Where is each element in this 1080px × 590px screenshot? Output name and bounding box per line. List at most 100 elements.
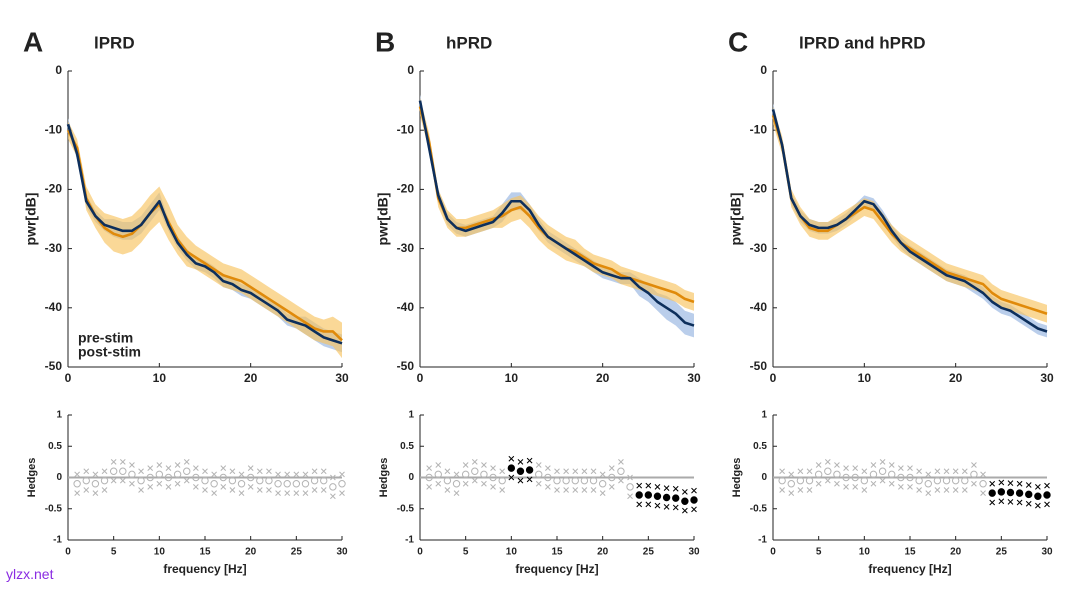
hedges-point: [292, 480, 301, 488]
hedges-point: [425, 473, 433, 482]
ci-marker: [682, 507, 688, 514]
x-tick-label: 5: [463, 547, 469, 558]
ci-marker: [453, 471, 460, 478]
ci-marker: [599, 471, 606, 478]
x-tick-label: 10: [153, 371, 167, 385]
ci-marker: [220, 465, 227, 471]
ci-marker: [682, 489, 688, 495]
series-line: [418, 106, 695, 304]
hedges-point: [608, 473, 616, 482]
ci-marker: [545, 465, 551, 471]
ci-marker: [101, 487, 108, 493]
ci-marker: [517, 477, 524, 484]
ci-marker: [92, 490, 99, 496]
hedges-point: [997, 488, 1006, 496]
ci-marker: [435, 462, 442, 468]
ci-marker: [691, 506, 697, 513]
y-tick-label: 1: [56, 410, 62, 421]
ci-marker: [1035, 502, 1041, 509]
ci-marker: [202, 468, 208, 475]
ci-marker: [870, 462, 877, 468]
x-axis-label: frequency [Hz]: [163, 562, 246, 576]
hedges-point: [644, 491, 653, 499]
ci-marker: [110, 459, 117, 465]
ci-marker: [138, 487, 144, 493]
ci-marker: [238, 490, 245, 496]
ci-marker: [183, 477, 190, 484]
ci-marker: [481, 480, 487, 487]
error-band: [773, 106, 1047, 323]
ci-marker: [636, 501, 643, 508]
ci-marker: [311, 468, 318, 475]
ci-marker: [193, 484, 199, 490]
ci-marker: [526, 476, 533, 483]
y-tick-label: -30: [397, 241, 415, 255]
x-tick-label: 20: [245, 547, 257, 558]
y-axis-label: pwr[dB]: [728, 193, 744, 246]
hedges-point: [329, 483, 337, 491]
ci-marker: [554, 487, 560, 493]
ci-marker: [581, 487, 588, 493]
x-tick-label: 5: [816, 547, 822, 558]
hedges-point: [443, 476, 452, 485]
hedges-point: [1025, 490, 1033, 499]
hedges-point: [82, 476, 90, 485]
hedges-point: [787, 480, 795, 488]
hedges-point: [626, 483, 634, 491]
ci-marker: [320, 468, 327, 475]
ci-marker: [943, 468, 950, 475]
ci-marker: [824, 459, 831, 465]
hedges-point: [553, 476, 561, 485]
ci-marker: [779, 487, 785, 493]
hedges-point: [580, 476, 589, 485]
x-tick-label: 30: [688, 547, 700, 558]
panel-title: lPRD: [94, 33, 135, 52]
ci-marker: [618, 477, 624, 484]
ci-marker: [654, 502, 661, 509]
y-axis-label: pwr[dB]: [23, 193, 39, 246]
error-band: [773, 103, 1047, 338]
ci-marker: [481, 462, 487, 468]
ci-marker: [815, 462, 822, 468]
ci-marker: [824, 477, 831, 484]
hedges-point: [301, 480, 310, 488]
ci-marker: [554, 468, 560, 475]
ci-marker: [788, 490, 795, 496]
hedges-point: [970, 470, 978, 479]
hedges-point: [690, 496, 698, 504]
hedges-point: [219, 473, 227, 482]
x-tick-label: 30: [335, 371, 349, 385]
hedges-point: [796, 476, 805, 485]
hedges-point: [146, 473, 154, 482]
hedges-point: [192, 473, 200, 482]
ci-marker: [1035, 484, 1041, 490]
ci-marker: [1016, 499, 1023, 506]
hedges-point: [338, 480, 346, 488]
ci-marker: [916, 468, 922, 475]
ci-marker: [284, 471, 291, 478]
hedges-point: [535, 470, 543, 479]
x-tick-label: 20: [950, 547, 962, 558]
ci-marker: [83, 487, 90, 493]
hedges-point: [210, 480, 218, 488]
y-tick-label: -20: [750, 182, 768, 196]
ci-marker: [545, 484, 551, 490]
ci-marker: [229, 487, 236, 493]
y-tick-label: -0.5: [45, 503, 63, 514]
hedges-point: [1043, 491, 1051, 499]
y-tick-label: 0.5: [400, 441, 414, 452]
ci-marker: [627, 493, 633, 500]
ci-marker: [526, 457, 533, 464]
ci-marker: [435, 480, 442, 487]
hedges-point: [137, 476, 145, 485]
legend-label: pre-stim: [78, 330, 133, 346]
hedges-point: [653, 492, 662, 500]
ci-marker: [998, 479, 1005, 486]
ci-marker: [165, 465, 172, 471]
y-tick-label: -50: [45, 359, 63, 373]
ci-marker: [645, 482, 652, 489]
ci-marker: [934, 487, 941, 493]
ci-marker: [302, 471, 309, 478]
x-axis-label: frequency [Hz]: [515, 562, 598, 576]
